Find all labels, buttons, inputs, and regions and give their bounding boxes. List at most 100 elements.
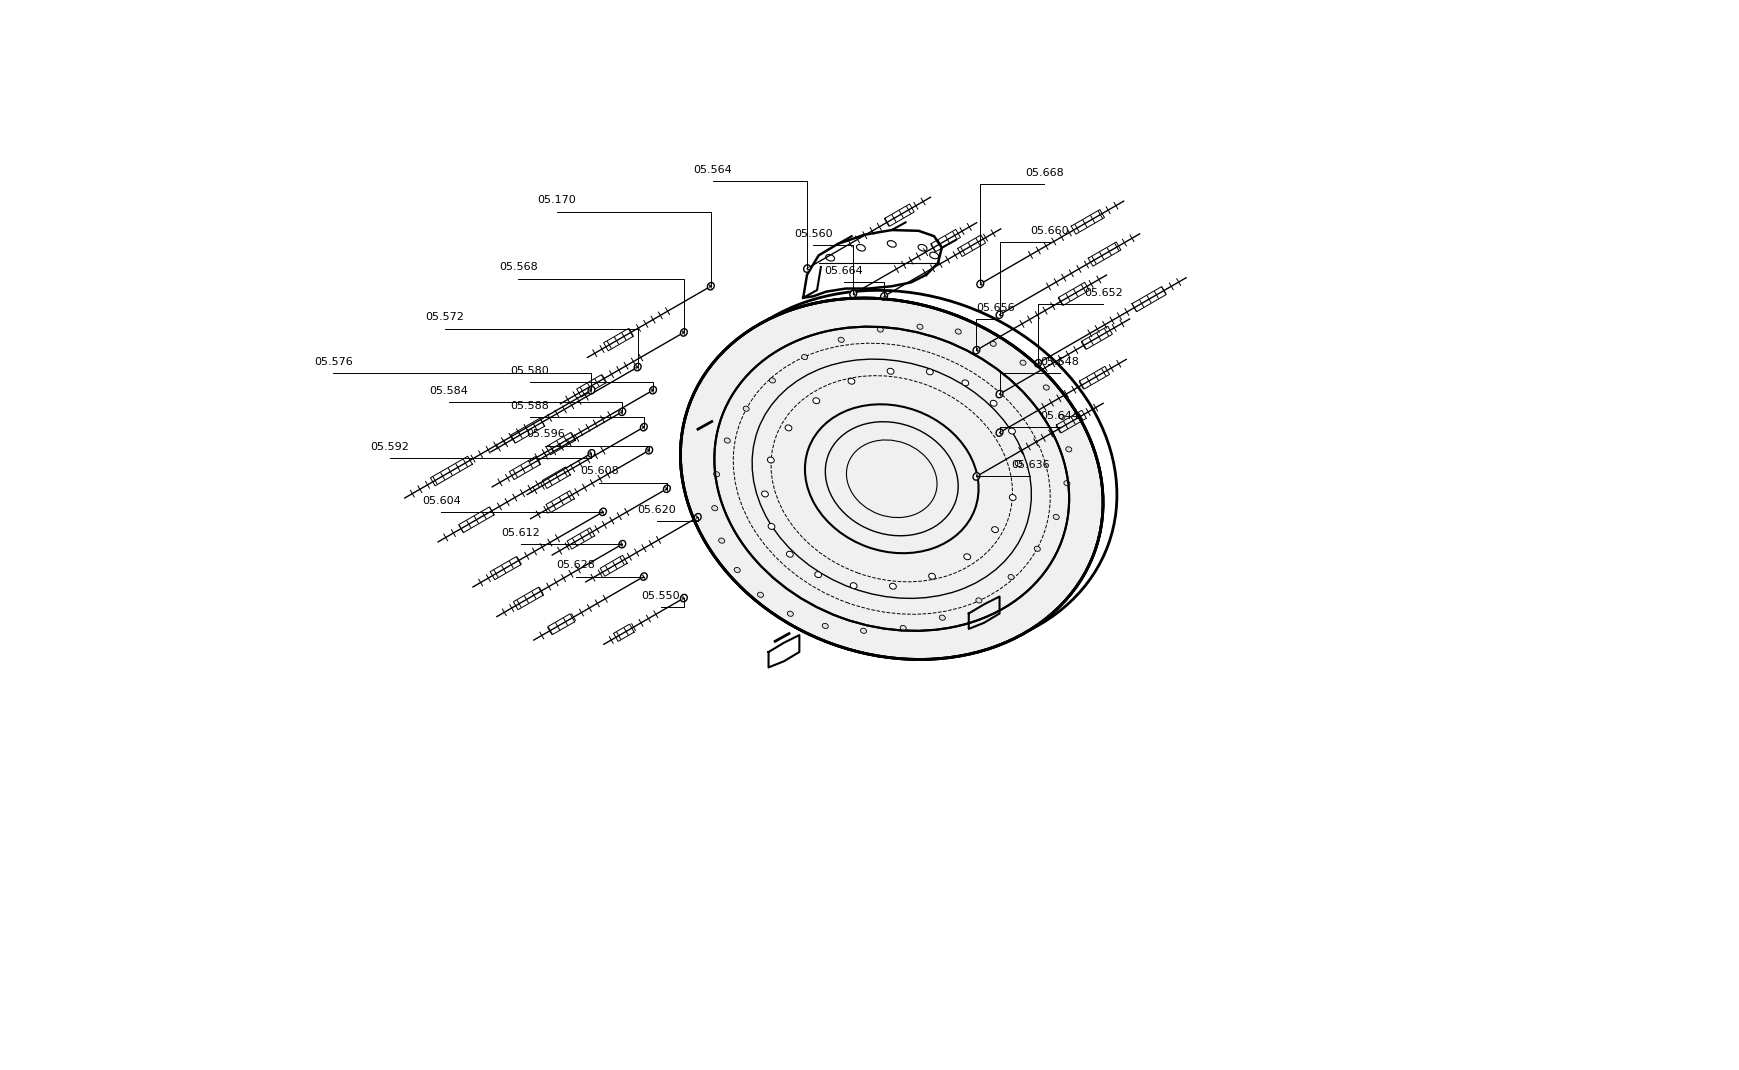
Text: 05.596: 05.596 bbox=[525, 429, 563, 440]
Text: 05.170: 05.170 bbox=[537, 196, 576, 205]
Ellipse shape bbox=[995, 429, 1002, 437]
Ellipse shape bbox=[880, 292, 887, 300]
Ellipse shape bbox=[976, 280, 983, 288]
Ellipse shape bbox=[1057, 414, 1064, 419]
Ellipse shape bbox=[995, 311, 1002, 319]
Ellipse shape bbox=[600, 508, 607, 516]
Ellipse shape bbox=[887, 368, 894, 374]
Text: 05.620: 05.620 bbox=[636, 505, 676, 515]
Ellipse shape bbox=[963, 554, 970, 560]
Ellipse shape bbox=[588, 449, 595, 457]
Ellipse shape bbox=[925, 369, 932, 374]
Text: 05.584: 05.584 bbox=[430, 385, 468, 396]
Ellipse shape bbox=[756, 592, 763, 597]
Ellipse shape bbox=[640, 572, 647, 580]
Text: 05.580: 05.580 bbox=[510, 366, 550, 377]
Ellipse shape bbox=[955, 328, 960, 334]
Ellipse shape bbox=[929, 574, 936, 579]
Ellipse shape bbox=[838, 337, 843, 342]
Ellipse shape bbox=[711, 506, 716, 510]
Text: 05.636: 05.636 bbox=[1010, 460, 1049, 471]
Ellipse shape bbox=[1043, 385, 1049, 391]
Ellipse shape bbox=[1033, 546, 1040, 551]
Ellipse shape bbox=[803, 265, 810, 272]
Ellipse shape bbox=[823, 624, 828, 628]
Text: 05.660: 05.660 bbox=[1029, 226, 1068, 236]
Ellipse shape bbox=[1052, 515, 1059, 520]
Ellipse shape bbox=[812, 398, 819, 403]
Ellipse shape bbox=[1009, 428, 1016, 434]
Text: 05.568: 05.568 bbox=[499, 262, 537, 273]
Ellipse shape bbox=[861, 628, 866, 633]
Ellipse shape bbox=[989, 400, 996, 407]
Ellipse shape bbox=[645, 446, 652, 454]
Ellipse shape bbox=[939, 615, 944, 621]
Ellipse shape bbox=[849, 290, 856, 297]
Ellipse shape bbox=[916, 324, 922, 330]
Text: 05.572: 05.572 bbox=[426, 312, 464, 322]
Ellipse shape bbox=[889, 583, 896, 590]
Ellipse shape bbox=[640, 424, 647, 431]
Text: 05.612: 05.612 bbox=[501, 528, 539, 538]
Ellipse shape bbox=[856, 244, 864, 251]
Ellipse shape bbox=[995, 391, 1002, 398]
Ellipse shape bbox=[633, 364, 640, 371]
Ellipse shape bbox=[680, 595, 687, 601]
Ellipse shape bbox=[767, 523, 774, 530]
Ellipse shape bbox=[1066, 447, 1071, 452]
Text: 05.588: 05.588 bbox=[510, 401, 550, 411]
Ellipse shape bbox=[826, 255, 835, 261]
Ellipse shape bbox=[649, 386, 656, 394]
Ellipse shape bbox=[713, 472, 720, 477]
Ellipse shape bbox=[694, 514, 701, 521]
Text: 05.664: 05.664 bbox=[824, 266, 863, 276]
Ellipse shape bbox=[802, 354, 807, 360]
Ellipse shape bbox=[876, 327, 883, 332]
Ellipse shape bbox=[619, 408, 626, 415]
Text: 05.604: 05.604 bbox=[421, 495, 461, 506]
Ellipse shape bbox=[918, 244, 927, 251]
Ellipse shape bbox=[1014, 460, 1021, 467]
Ellipse shape bbox=[680, 299, 1103, 659]
Ellipse shape bbox=[1007, 575, 1014, 580]
Ellipse shape bbox=[1063, 480, 1069, 486]
Text: 05.644: 05.644 bbox=[1040, 411, 1078, 421]
Ellipse shape bbox=[767, 457, 774, 463]
Ellipse shape bbox=[887, 241, 896, 247]
Ellipse shape bbox=[718, 538, 725, 544]
Text: 05.628: 05.628 bbox=[556, 561, 595, 570]
Ellipse shape bbox=[929, 253, 937, 259]
Ellipse shape bbox=[989, 341, 996, 347]
Ellipse shape bbox=[991, 526, 998, 533]
Ellipse shape bbox=[708, 282, 713, 290]
Ellipse shape bbox=[680, 328, 687, 336]
Ellipse shape bbox=[769, 378, 776, 383]
Text: 05.608: 05.608 bbox=[579, 467, 617, 476]
Ellipse shape bbox=[723, 438, 730, 443]
Text: 05.564: 05.564 bbox=[694, 165, 732, 174]
Ellipse shape bbox=[1009, 494, 1016, 501]
Ellipse shape bbox=[786, 551, 793, 557]
Text: 05.652: 05.652 bbox=[1083, 288, 1122, 297]
Text: 05.560: 05.560 bbox=[793, 229, 831, 240]
Ellipse shape bbox=[762, 491, 769, 496]
Text: 05.550: 05.550 bbox=[642, 592, 680, 601]
Ellipse shape bbox=[899, 625, 906, 630]
Ellipse shape bbox=[850, 583, 857, 589]
Text: 05.668: 05.668 bbox=[1024, 168, 1063, 178]
Ellipse shape bbox=[972, 473, 979, 480]
Ellipse shape bbox=[962, 380, 969, 386]
Ellipse shape bbox=[976, 598, 981, 603]
Ellipse shape bbox=[1019, 361, 1026, 365]
Ellipse shape bbox=[786, 611, 793, 616]
Ellipse shape bbox=[847, 379, 854, 384]
Ellipse shape bbox=[1035, 360, 1042, 367]
Ellipse shape bbox=[734, 567, 739, 572]
Ellipse shape bbox=[972, 347, 979, 354]
Ellipse shape bbox=[663, 485, 670, 492]
Ellipse shape bbox=[619, 540, 626, 548]
Text: 05.648: 05.648 bbox=[1040, 357, 1078, 367]
Ellipse shape bbox=[588, 386, 595, 394]
Text: 05.592: 05.592 bbox=[370, 442, 409, 452]
Text: 05.656: 05.656 bbox=[976, 303, 1014, 314]
